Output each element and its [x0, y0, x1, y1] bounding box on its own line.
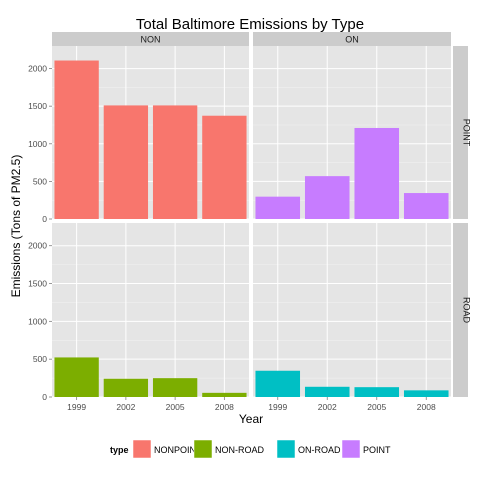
y-tick-label: 1500 [28, 279, 47, 289]
panel-road-non: 0 500 1000 1500 2000 [28, 223, 249, 402]
y-tick-label: 500 [33, 176, 47, 186]
y-tick-label: 0 [42, 214, 47, 224]
x-tick-label: 1999 [268, 402, 287, 412]
y-tick-label: 1000 [28, 316, 47, 326]
bar-nonpoint-1999 [54, 61, 98, 219]
bar-nonpoint-2005 [153, 105, 197, 219]
facet-panels: 0 500 1000 1500 2000 0 500 1000 1500 2000 [28, 46, 451, 402]
legend-key-nonpoint [133, 440, 151, 458]
panel-point-on [253, 46, 451, 219]
x-tick-label: 1999 [67, 402, 86, 412]
legend-title: type [110, 445, 129, 455]
y-tick-label: 0 [42, 392, 47, 402]
bar-nonpoint-2008 [202, 116, 246, 219]
y-tick-label: 2000 [28, 64, 47, 74]
x-tick-label: 2005 [367, 402, 386, 412]
bar-on-road-1999 [255, 371, 300, 397]
chart-title: Total Baltimore Emissions by Type [136, 16, 364, 33]
x-tick-label: 2002 [318, 402, 337, 412]
strip-label-non: NON [141, 35, 161, 45]
legend-label-on-road: ON-ROAD [298, 445, 341, 455]
x-tick-label: 2008 [417, 402, 436, 412]
legend: type NONPOINT NON-ROAD ON-ROAD POINT [110, 440, 391, 458]
legend-key-point [342, 440, 360, 458]
bar-on-road-2008 [404, 390, 449, 397]
bar-non-road-2005 [153, 378, 197, 397]
bar-on-road-2002 [305, 387, 350, 397]
x-axis-ticks: 1999 2002 2005 2008 1999 2002 2005 2008 [67, 397, 436, 412]
y-tick-label: 500 [33, 354, 47, 364]
bar-non-road-2008 [202, 393, 246, 397]
bar-non-road-1999 [54, 357, 98, 397]
bar-nonpoint-2002 [104, 105, 148, 219]
legend-key-on-road [277, 440, 295, 458]
legend-key-non-road [194, 440, 212, 458]
legend-label-non-road: NON-ROAD [215, 445, 264, 455]
strip-label-road: ROAD [462, 297, 472, 324]
y-tick-label: 1000 [28, 139, 47, 149]
y-tick-label: 1500 [28, 101, 47, 111]
panel-point-non: 0 500 1000 1500 2000 [28, 46, 249, 224]
strip-label-point: POINT [462, 119, 472, 147]
y-axis-label: Emissions (Tons of PM2.5) [9, 155, 23, 298]
bar-point-1999 [255, 197, 300, 219]
strip-label-on: ON [345, 35, 359, 45]
x-axis-label: Year [239, 412, 263, 426]
bar-non-road-2002 [104, 379, 148, 397]
x-tick-label: 2008 [215, 402, 234, 412]
bar-on-road-2005 [354, 387, 399, 397]
panel-road-on [253, 223, 451, 397]
x-tick-label: 2002 [116, 402, 135, 412]
bar-point-2008 [404, 193, 449, 219]
x-tick-label: 2005 [166, 402, 185, 412]
legend-label-point: POINT [363, 445, 391, 455]
bar-point-2005 [354, 128, 399, 219]
bar-point-2002 [305, 176, 350, 219]
y-tick-label: 2000 [28, 241, 47, 251]
